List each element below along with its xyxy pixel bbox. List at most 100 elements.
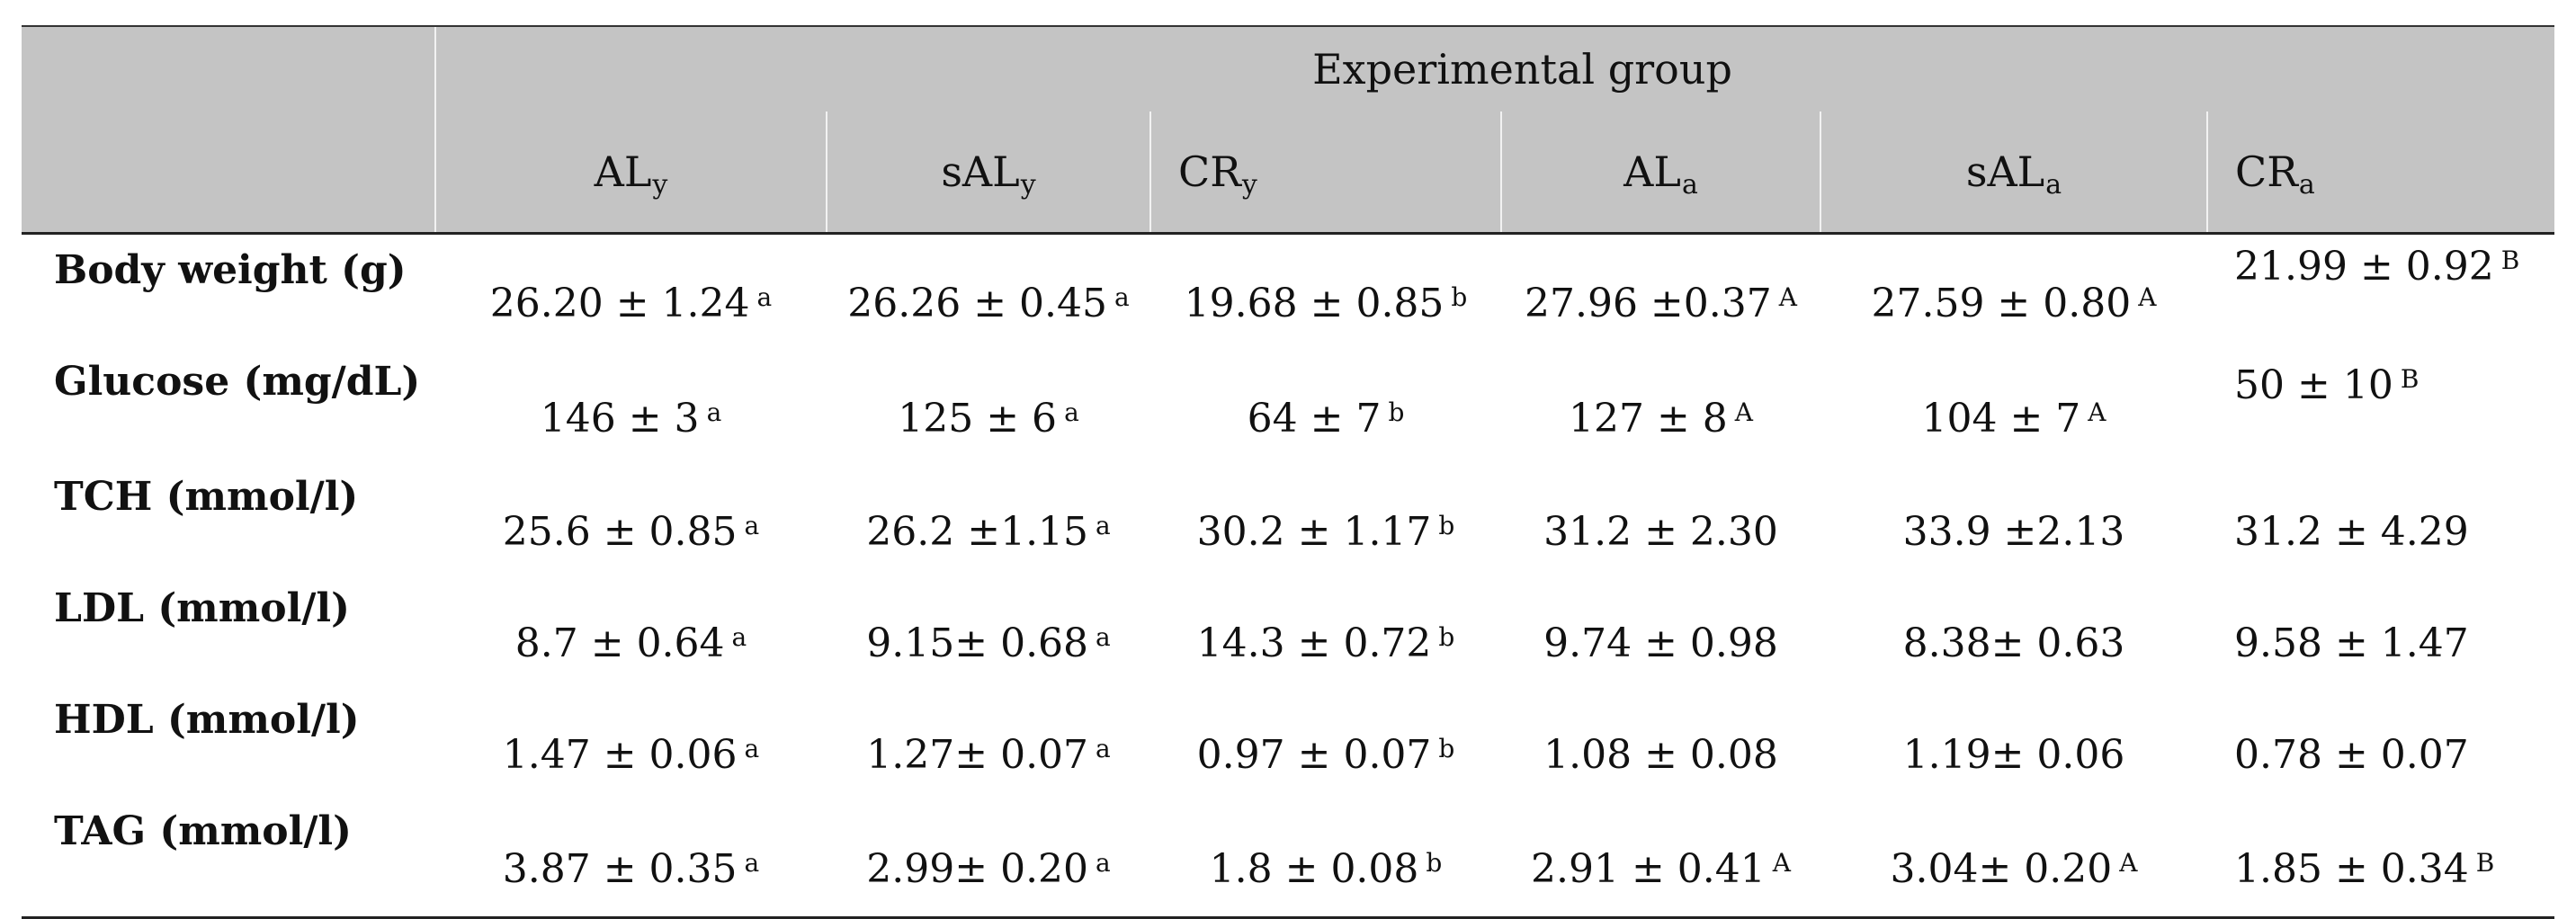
column-header-base: sAL <box>941 147 1020 196</box>
table-cell: 3.04± 0.20 A <box>1820 799 2207 919</box>
column-header-subscript: y <box>1020 169 1036 201</box>
cell-value: 31.2 ± 2.30 <box>1543 508 1778 555</box>
corner-cell-lower <box>22 112 435 235</box>
table-cell: 31.2 ± 4.29 <box>2207 465 2554 576</box>
table-cell: 25.6 ± 0.85 a <box>435 465 827 576</box>
group-header: Experimental group <box>434 25 2554 112</box>
significance-letter: b <box>1426 847 1443 878</box>
table-cell: 27.59 ± 0.80 A <box>1820 234 2207 351</box>
column-header-subscript: y <box>652 169 668 201</box>
significance-letter: a <box>1096 510 1111 540</box>
table-row: HDL (mmol/l) 1.47 ± 0.06 a 1.27± 0.07 a 0.97 … <box>22 688 2554 799</box>
cell-value: 33.9 ±2.13 <box>1902 508 2125 555</box>
column-header-base: CR <box>2235 147 2298 196</box>
table-cell: 19.68 ± 0.85 b <box>1150 234 1501 351</box>
column-header-base: AL <box>594 147 652 196</box>
significance-letter: a <box>1064 397 1079 427</box>
column-header-1: sALy <box>826 112 1150 235</box>
cell-value: 14.3 ± 0.72 b <box>1196 620 1455 666</box>
table-cell: 50 ± 10 B <box>2207 350 2554 465</box>
table-cell: 1.19± 0.06 <box>1820 688 2207 799</box>
results-table: Experimental group ALy sALy CRy ALa sALa CRa … <box>22 25 2554 919</box>
table-cell: 1.08 ± 0.08 <box>1501 688 1820 799</box>
cell-value: 27.59 ± 0.80 A <box>1871 280 2157 326</box>
table-cell: 9.74 ± 0.98 <box>1501 576 1820 688</box>
significance-letter: A <box>1778 281 1798 312</box>
row-label: LDL (mmol/l) <box>54 585 350 631</box>
cell-value: 9.74 ± 0.98 <box>1543 620 1778 666</box>
table-row: TCH (mmol/l) 25.6 ± 0.85 a 26.2 ±1.15 a 30.2 … <box>22 465 2554 576</box>
significance-letter: a <box>744 510 760 540</box>
cell-value: 3.87 ± 0.35 a <box>502 845 760 892</box>
significance-letter: a <box>731 621 747 652</box>
cell-value: 9.15± 0.68 a <box>866 620 1111 666</box>
table-row: Glucose (mg/dL) 146 ± 3 a 125 ± 6 a 64 ± 7 b 12… <box>22 350 2554 465</box>
table-cell: 21.99 ± 0.92 B <box>2207 234 2554 351</box>
significance-letter: b <box>1451 281 1468 312</box>
significance-letter: A <box>1734 397 1754 427</box>
column-header-subscript: y <box>1241 169 1257 201</box>
cell-value: 25.6 ± 0.85 a <box>502 508 760 555</box>
cell-value: 26.2 ±1.15 a <box>866 508 1111 555</box>
cell-value: 9.58 ± 1.47 <box>2234 620 2469 666</box>
table-cell: 0.78 ± 0.07 <box>2207 688 2554 799</box>
significance-letter: A <box>1772 847 1791 878</box>
column-header-subscript: a <box>2298 169 2315 201</box>
significance-letter: b <box>1438 510 1455 540</box>
column-header-subscript: a <box>2045 169 2062 201</box>
table-cell: 2.99± 0.20 a <box>827 799 1150 919</box>
column-header-5: CRa <box>2206 112 2554 235</box>
table-cell: 0.97 ± 0.07 b <box>1150 688 1501 799</box>
table-row: TAG (mmol/l) 3.87 ± 0.35 a 2.99± 0.20 a 1.8 ±… <box>22 799 2554 919</box>
table-cell: 1.85 ± 0.34 B <box>2207 799 2554 919</box>
table-cell: 14.3 ± 0.72 b <box>1150 576 1501 688</box>
significance-letter: b <box>1438 621 1455 652</box>
significance-letter: A <box>2088 397 2106 427</box>
table-cell: 27.96 ±0.37 A <box>1501 234 1820 351</box>
table-cell: 8.7 ± 0.64 a <box>435 576 827 688</box>
table-cell: 31.2 ± 2.30 <box>1501 465 1820 576</box>
column-header-3: ALa <box>1500 112 1820 235</box>
row-label: Body weight (g) <box>54 247 407 293</box>
significance-letter: A <box>2119 847 2138 878</box>
table-body: Body weight (g) 26.20 ± 1.24 a 26.26 ± 0.45… <box>22 234 2554 919</box>
significance-letter: a <box>706 397 722 427</box>
row-label: TCH (mmol/l) <box>54 474 359 520</box>
column-header-row: ALy sALy CRy ALa sALa CRa <box>22 112 2554 235</box>
cell-value: 19.68 ± 0.85 b <box>1184 280 1468 326</box>
cell-value: 1.85 ± 0.34 B <box>2234 845 2495 892</box>
table-cell: 9.58 ± 1.47 <box>2207 576 2554 688</box>
group-header-row: Experimental group <box>22 25 2554 112</box>
table-cell: 26.26 ± 0.45 a <box>827 234 1150 351</box>
cell-value: 27.96 ±0.37 A <box>1524 280 1798 326</box>
table-cell: 1.27± 0.07 a <box>827 688 1150 799</box>
cell-value: 1.47 ± 0.06 a <box>502 731 760 778</box>
table-cell: 33.9 ±2.13 <box>1820 465 2207 576</box>
significance-letter: b <box>1438 733 1455 763</box>
column-header-base: AL <box>1623 147 1681 196</box>
row-label: HDL (mmol/l) <box>54 697 360 743</box>
significance-letter: a <box>1114 281 1130 312</box>
table-cell: 3.87 ± 0.35 a <box>435 799 827 919</box>
cell-value: 50 ± 10 B <box>2234 362 2419 408</box>
table-cell: 2.91 ± 0.41 A <box>1501 799 1820 919</box>
table-cell: 1.8 ± 0.08 b <box>1150 799 1501 919</box>
table-cell: 9.15± 0.68 a <box>827 576 1150 688</box>
cell-value: 1.08 ± 0.08 <box>1543 731 1778 778</box>
column-header-base: CR <box>1178 147 1241 196</box>
significance-letter: A <box>2138 281 2157 312</box>
table-cell: 1.47 ± 0.06 a <box>435 688 827 799</box>
significance-letter: a <box>756 281 773 312</box>
corner-cell <box>22 25 435 112</box>
significance-letter: a <box>1096 847 1111 878</box>
significance-letter: B <box>2400 364 2419 394</box>
results-table-container: Experimental group ALy sALy CRy ALa sALa CRa … <box>22 25 2554 919</box>
cell-value: 30.2 ± 1.17 b <box>1196 508 1455 555</box>
